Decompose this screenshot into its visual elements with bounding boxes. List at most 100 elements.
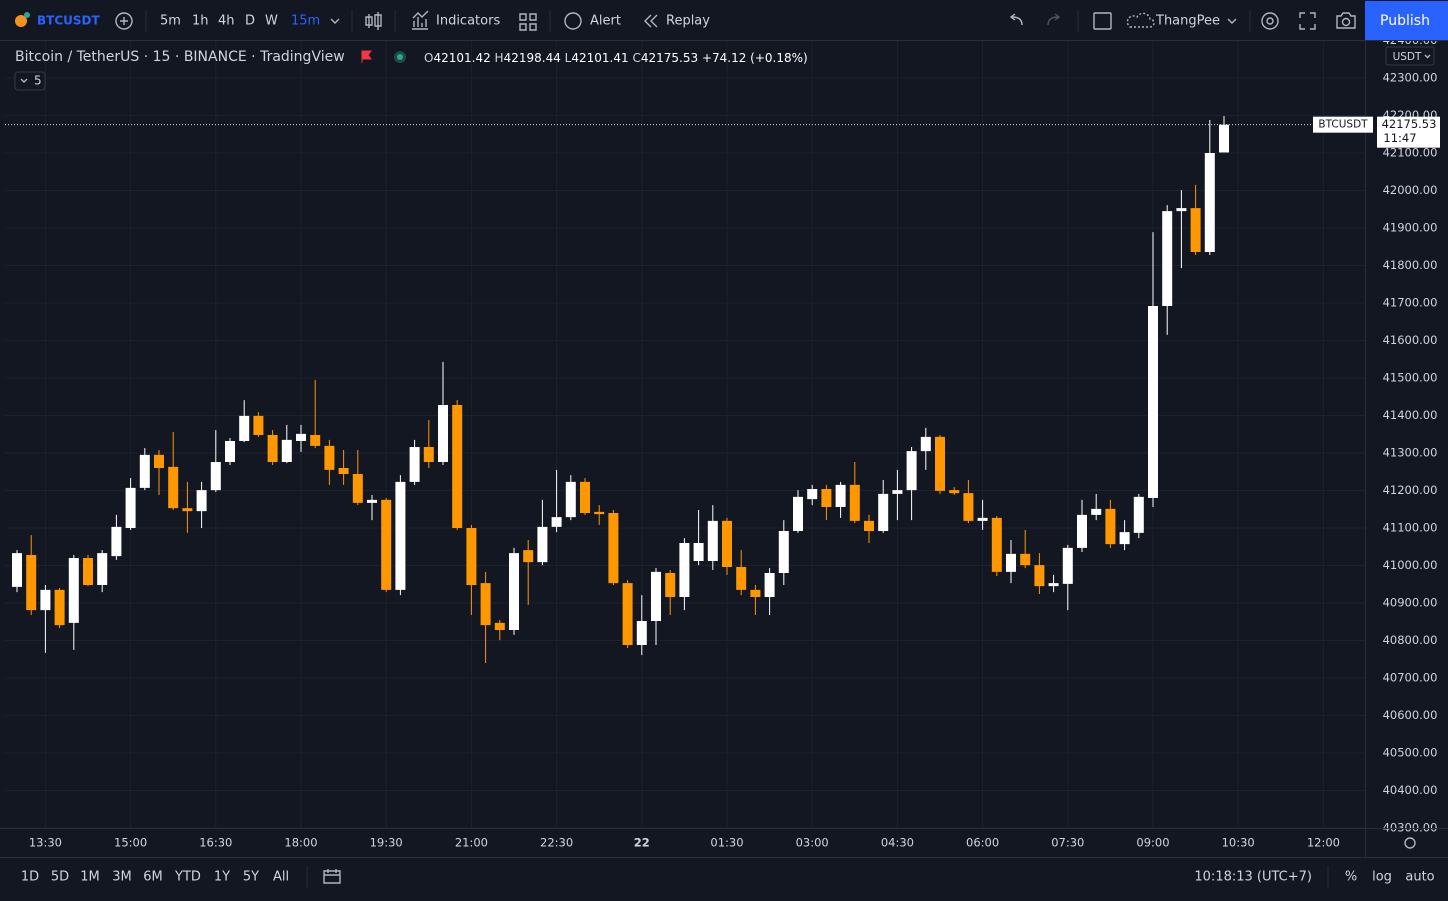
replay[interactable]: Replay <box>666 14 710 29</box>
candle-body <box>608 513 619 584</box>
ohlc-key: L <box>565 51 572 65</box>
candle-body <box>793 496 803 531</box>
candle-body <box>1091 508 1102 515</box>
y-tick-label: 41500.00 <box>1383 371 1438 385</box>
user[interactable]: ThangPee <box>1155 14 1220 29</box>
candle-body <box>281 439 292 462</box>
interval[interactable]: W <box>265 14 278 29</box>
fullscreen[interactable] <box>1299 12 1316 30</box>
snapshot[interactable] <box>1336 12 1356 29</box>
add-symbol[interactable] <box>115 12 133 30</box>
legend-title: Bitcoin / TetherUS · 15 · BINANCE · Trad… <box>15 49 345 65</box>
symbol-tag: BTCUSDT <box>1318 119 1368 131</box>
candle-body <box>1105 508 1116 545</box>
ohlc-legend: O42101.42 H42198.44 L42101.41 C42175.53 … <box>424 51 808 65</box>
user-dropdown[interactable] <box>1227 18 1237 24</box>
clock[interactable]: 10:18:13 (UTC+7) <box>1194 870 1312 885</box>
candle-body <box>1148 306 1158 498</box>
candle-body <box>1077 514 1087 548</box>
candle-body <box>338 468 349 474</box>
axis-settings[interactable] <box>1404 837 1416 849</box>
publish-button[interactable] <box>1365 1 1448 40</box>
candle-body <box>409 447 420 482</box>
log-toggle[interactable]: log <box>1372 870 1392 885</box>
candle-body <box>1034 565 1045 587</box>
redo[interactable] <box>1047 13 1061 26</box>
candle-body <box>509 553 519 630</box>
currency[interactable]: USDT <box>1393 51 1422 63</box>
range-button[interactable]: 1D <box>21 870 39 885</box>
candle-body <box>168 466 179 509</box>
range-button[interactable]: 6M <box>143 870 163 885</box>
range-button[interactable]: 1Y <box>214 870 230 885</box>
interval-active[interactable]: 15m <box>291 14 320 29</box>
interval[interactable]: D <box>245 14 255 29</box>
interval[interactable]: 4h <box>218 14 235 29</box>
currency-button[interactable] <box>1385 46 1435 66</box>
candle-body <box>1204 153 1215 252</box>
candle-body <box>1219 124 1229 153</box>
y-tick-label: 42100.00 <box>1383 146 1438 160</box>
ohlc-value: 42101.41 <box>571 51 628 65</box>
candle-body <box>565 481 576 518</box>
candle-body <box>651 571 661 621</box>
alert[interactable]: Alert <box>590 14 621 29</box>
candle-body <box>679 543 690 597</box>
range-buttons: 1D 5D 1M 3M 6M YTD 1Y 5Y All <box>21 870 289 885</box>
symbol[interactable]: BTCUSDT <box>37 14 100 28</box>
interval[interactable]: 1h <box>192 14 209 29</box>
candle-body <box>1190 208 1201 252</box>
candle-body <box>480 583 491 626</box>
candle-body <box>722 520 732 567</box>
symbol-icon <box>15 15 27 27</box>
x-tick-label: 03:00 <box>796 836 829 850</box>
interval[interactable]: 5m <box>160 14 181 29</box>
candle-body <box>991 517 1002 572</box>
ohlc-change: +74.12 (+0.18%) <box>702 51 808 65</box>
undo[interactable] <box>1009 13 1023 26</box>
layouts[interactable] <box>519 13 537 31</box>
indicators[interactable]: Indicators <box>436 14 500 29</box>
candle-body <box>54 589 65 626</box>
legend-interval: 15 <box>153 49 171 65</box>
percent-toggle[interactable]: % <box>1345 870 1357 885</box>
ohlc-value: 42101.42 <box>433 51 490 65</box>
auto-toggle[interactable]: auto <box>1405 870 1434 885</box>
candle-body <box>736 567 747 590</box>
range-button[interactable]: 1M <box>80 870 100 885</box>
collapsed-count[interactable]: 5 <box>34 74 42 88</box>
candle-body <box>821 489 832 507</box>
chart-type[interactable] <box>365 12 382 30</box>
range-button[interactable]: YTD <box>174 870 201 885</box>
range-button[interactable]: All <box>273 870 289 885</box>
collapse-button[interactable] <box>14 71 46 91</box>
range-button[interactable]: 3M <box>112 870 132 885</box>
y-tick-label: 41400.00 <box>1383 408 1438 422</box>
range-button[interactable]: 5Y <box>243 870 259 885</box>
currency-dropdown <box>1424 54 1431 59</box>
candle-body <box>253 415 264 435</box>
publish[interactable]: Publish <box>1380 13 1430 29</box>
candle-body <box>935 436 945 491</box>
candle-body <box>537 526 548 563</box>
interval-dropdown[interactable] <box>330 18 340 24</box>
flag[interactable] <box>361 50 372 63</box>
candle-body <box>807 489 818 500</box>
candle-body <box>963 493 974 521</box>
candle-body <box>878 493 889 531</box>
legend-separator: · <box>251 49 255 65</box>
ohlc-value: 42175.53 <box>641 51 698 65</box>
range-button[interactable]: 5D <box>51 870 69 885</box>
y-tick-label: 40300.00 <box>1383 821 1438 835</box>
candle-body <box>1048 583 1059 587</box>
indicators-icon <box>412 10 429 30</box>
candle-body <box>225 441 235 462</box>
fullscreen-layout[interactable] <box>1093 12 1112 30</box>
candle-body <box>892 490 903 494</box>
go-to-date[interactable] <box>323 869 341 884</box>
add-symbol-plus <box>120 17 128 25</box>
candle-body <box>310 435 321 446</box>
ohlc-key: O <box>424 51 433 65</box>
settings[interactable] <box>1261 12 1279 30</box>
x-tick-label: 19:30 <box>370 836 403 850</box>
